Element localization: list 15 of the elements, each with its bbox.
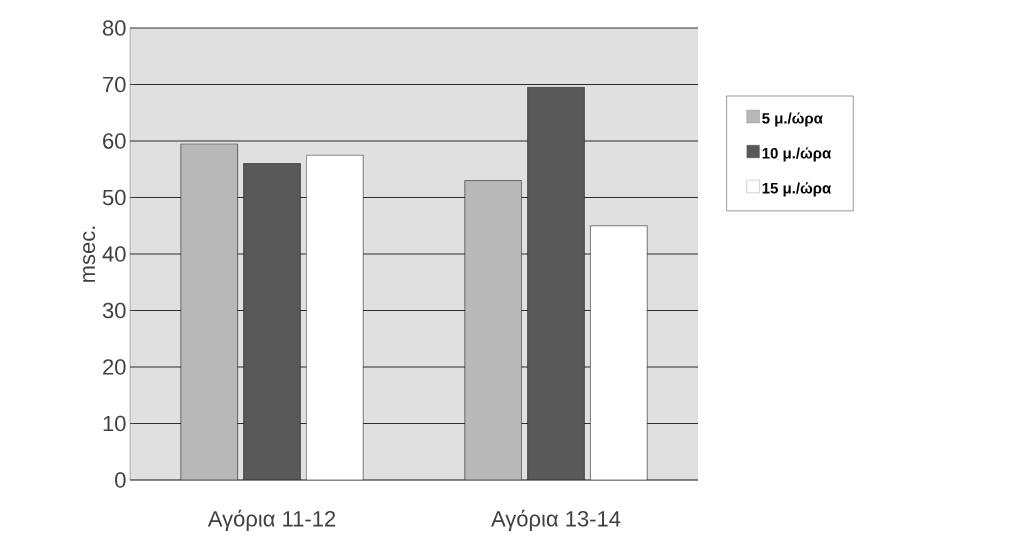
y-tick-label: 50	[102, 189, 126, 206]
y-tick-label: 70	[103, 76, 126, 93]
x-tick-label: Αγόρια 11-12	[207, 509, 336, 531]
legend-label: 5 μ./ώρα	[762, 112, 823, 127]
x-tick-label: Αγόρια 13-14	[491, 509, 621, 531]
y-axis-title: msec.	[83, 226, 96, 282]
legend-label: 15 μ./ώρα	[762, 182, 832, 197]
y-tick-label: 40	[102, 246, 126, 262]
y-tick-label: 30	[102, 302, 126, 319]
y-tick-label: 0	[115, 472, 126, 488]
legend-label: 10 μ./ώρα	[762, 147, 832, 162]
y-tick-label: 20	[103, 359, 126, 375]
y-tick-label: 10	[103, 415, 126, 432]
y-tick-label: 60	[103, 133, 126, 149]
y-tick-label: 80	[102, 20, 126, 36]
